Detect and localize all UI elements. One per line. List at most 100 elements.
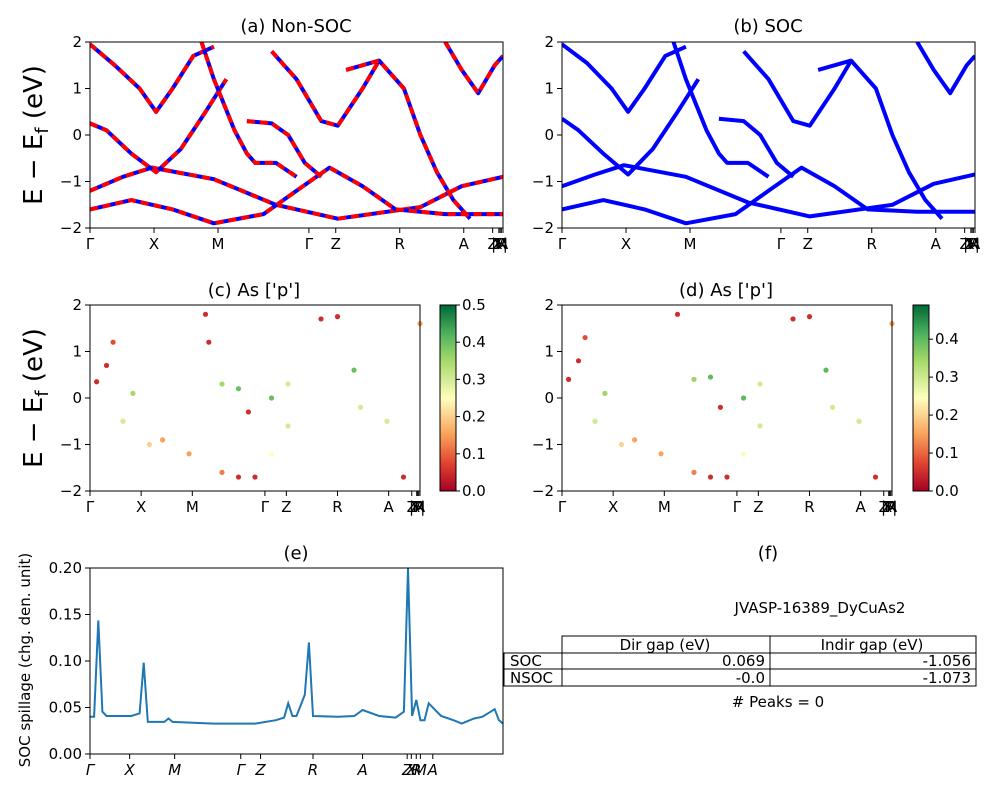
y-tick-label: 2 bbox=[72, 33, 82, 51]
x-tick-label: M bbox=[412, 498, 425, 516]
x-tick-label: Z bbox=[407, 498, 417, 516]
y-tick-label: 2 bbox=[72, 296, 82, 314]
x-tick-label: Z bbox=[281, 498, 291, 516]
x-tick-label: Z bbox=[960, 235, 970, 253]
x-tick-label: Γ bbox=[558, 235, 567, 253]
band-line-soc bbox=[562, 78, 700, 177]
y-tick-label: 0 bbox=[544, 126, 554, 144]
colorbar-tick-label: 0.4 bbox=[935, 330, 959, 348]
gap-table: Dir gap (eV) Indir gap (eV) SOC 0.069 -1… bbox=[503, 635, 977, 687]
x-tick-label: A bbox=[415, 498, 426, 516]
x-tick-label: Z bbox=[254, 761, 266, 779]
projection-point bbox=[334, 314, 341, 320]
projection-point bbox=[674, 311, 681, 317]
plot-soc: 210−1−2Γ X M Γ Z R A Z|RX|MA bbox=[532, 33, 981, 253]
x-tick-label: A bbox=[427, 761, 438, 779]
band-line-spin-up bbox=[443, 42, 503, 96]
table-cell: 0.069 bbox=[722, 652, 765, 670]
projection-point bbox=[740, 395, 747, 401]
x-tick-label: X bbox=[124, 761, 136, 779]
projection-point bbox=[740, 451, 747, 457]
x-tick-label: X bbox=[621, 235, 631, 253]
x-tick-label: M bbox=[658, 498, 671, 516]
colorbar-tick-label: 0.2 bbox=[462, 408, 486, 426]
projection-point bbox=[245, 409, 251, 415]
projection-point bbox=[602, 390, 608, 396]
y-tick-label: 0.15 bbox=[49, 606, 82, 624]
projection-point bbox=[856, 418, 862, 424]
colorbar-c-ticks: 0.5 0.4 0.3 0.2 0.1 0.0 bbox=[456, 296, 486, 500]
projection-point bbox=[632, 437, 638, 443]
band-line-spin-up bbox=[199, 42, 298, 179]
x-tick-label: M bbox=[168, 761, 181, 779]
x-tick-label: Γ bbox=[86, 498, 95, 516]
y-tick-label: 2 bbox=[544, 296, 554, 314]
projection-point bbox=[103, 362, 110, 369]
colorbar-tick-label: 0.3 bbox=[935, 368, 959, 386]
peaks-count: # Peaks = 0 bbox=[732, 693, 824, 711]
y-tick-label: −1 bbox=[532, 436, 554, 454]
colorbar-tick-label: 0.4 bbox=[462, 333, 486, 351]
band-line-spin-up bbox=[90, 42, 215, 114]
y-tick-label: 0 bbox=[72, 389, 82, 407]
x-tick-label: A bbox=[970, 235, 981, 253]
x-tick-label: M bbox=[495, 235, 508, 253]
projection-point bbox=[120, 418, 126, 424]
table-row-label: NSOC bbox=[510, 669, 553, 687]
projection-point bbox=[400, 474, 407, 480]
projection-point bbox=[285, 423, 291, 429]
colorbar-tick-label: 0.5 bbox=[462, 296, 486, 314]
x-tick-label: X| bbox=[964, 235, 979, 253]
band-line-spin-up bbox=[246, 119, 323, 179]
projection-point bbox=[219, 381, 225, 387]
colorbar-d bbox=[912, 304, 930, 492]
x-tick-label: A bbox=[384, 498, 395, 516]
x-tick-label: R bbox=[411, 761, 421, 779]
projection-point bbox=[268, 451, 275, 457]
x-tick-label: |R bbox=[409, 498, 424, 516]
projection-point bbox=[575, 358, 582, 364]
band-line-spin-up bbox=[270, 49, 381, 128]
y-axis-label-spillage: SOC spillage (chg. den. unit) bbox=[16, 553, 34, 768]
x-tick-label: Z bbox=[401, 761, 413, 779]
band-line-spin-down bbox=[90, 78, 228, 175]
projection-point bbox=[618, 441, 625, 448]
x-tick-label: Z bbox=[753, 498, 763, 516]
projection-point bbox=[202, 311, 209, 317]
x-tick-label: Γ bbox=[86, 235, 95, 253]
band-line-soc bbox=[671, 42, 770, 179]
x-tick-label: M bbox=[212, 235, 225, 253]
x-tick-label: Z bbox=[803, 235, 813, 253]
x-tick-label: X bbox=[149, 235, 159, 253]
x-tick-label: M bbox=[684, 235, 697, 253]
axes-frame bbox=[89, 567, 504, 755]
table-cell: -1.056 bbox=[923, 652, 971, 670]
y-tick-label: 0.00 bbox=[49, 745, 82, 763]
x-tick-label: A bbox=[887, 498, 898, 516]
x-tick-label: Γ bbox=[86, 761, 96, 779]
y-tick-label: 1 bbox=[72, 343, 82, 361]
table-row-label: SOC bbox=[510, 652, 542, 670]
x-tick-label: A bbox=[931, 235, 942, 253]
x-tick-label: M bbox=[967, 235, 980, 253]
x-tick-label: A bbox=[356, 761, 367, 779]
panel-f-title: (f) bbox=[758, 543, 778, 564]
y-tick-label: −1 bbox=[60, 436, 82, 454]
y-tick-label: −2 bbox=[532, 219, 554, 237]
projection-point bbox=[757, 423, 763, 429]
x-tick-label: |R bbox=[881, 498, 896, 516]
x-tick-label: R bbox=[804, 498, 814, 516]
x-tick-label: R bbox=[395, 235, 405, 253]
x-tick-label: M bbox=[884, 498, 897, 516]
band-line-spin-up bbox=[345, 58, 472, 221]
x-tick-label: Γ bbox=[305, 235, 314, 253]
table-cell: -0.0 bbox=[736, 669, 765, 687]
x-tick-label: M bbox=[414, 761, 427, 779]
x-tick-label: Γ bbox=[733, 498, 742, 516]
x-tick-label: X bbox=[136, 498, 146, 516]
y-tick-label: −2 bbox=[532, 482, 554, 500]
x-tick-label: R bbox=[308, 761, 318, 779]
projection-point bbox=[592, 418, 598, 424]
x-tick-label: Z bbox=[879, 498, 889, 516]
colorbar-tick-label: 0.1 bbox=[462, 445, 486, 463]
